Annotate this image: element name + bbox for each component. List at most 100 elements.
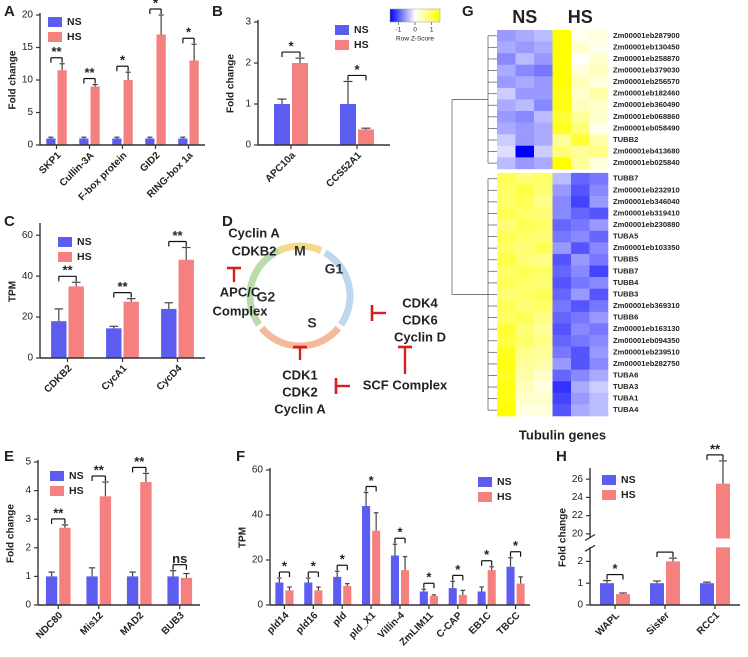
heatmap-cell	[515, 253, 535, 266]
x-tick-label: Mis12	[78, 610, 106, 638]
heatmap-cell	[515, 381, 535, 394]
bar	[419, 591, 428, 605]
heatmap-cell	[571, 277, 590, 289]
heatmap-cell	[571, 219, 590, 232]
heatmap-cell	[589, 87, 609, 100]
x-tick-label: BUB3	[160, 610, 187, 637]
y-tick-label: 1	[245, 99, 251, 110]
heatmap-cell	[515, 196, 535, 208]
heatmap-cell	[589, 288, 609, 301]
legend-label: NS	[67, 16, 82, 28]
significance-label: *	[282, 558, 288, 573]
heatmap-cell	[552, 41, 572, 54]
heatmap-cell	[589, 346, 609, 359]
heatmap-cell	[515, 134, 535, 147]
y-axis-label: TPM	[238, 527, 249, 548]
row-label: TUBB4	[613, 278, 639, 287]
color-key-tick-label: -1	[395, 27, 401, 34]
legend-label: NS	[69, 470, 84, 482]
x-tick-label: CDKB2	[42, 363, 74, 395]
heatmap-cell	[515, 230, 535, 243]
heatmap-cell	[497, 207, 516, 220]
x-tick-label: SKP1	[37, 150, 64, 177]
error-bar	[88, 567, 96, 577]
heatmap-cell	[589, 311, 609, 324]
row-label: TUBB7	[613, 174, 638, 183]
legend-label: HS	[77, 251, 92, 263]
row-label: Zm00001eb346040	[613, 197, 680, 206]
y-axis-label: Fold change	[226, 54, 237, 113]
y-tick-label: 2	[577, 556, 583, 567]
heatmap-cell	[589, 76, 609, 89]
bar	[112, 138, 122, 145]
heatmap-cell	[515, 242, 535, 255]
y-tick-label: 0	[245, 140, 251, 151]
row-label: Zm00001eb239510	[613, 347, 680, 356]
heatmap-cell	[571, 265, 590, 278]
heatmap-cell	[534, 381, 553, 394]
heatmap-cell	[552, 99, 572, 112]
bar	[304, 582, 313, 605]
heatmap-cell	[534, 122, 553, 135]
error-bar	[669, 557, 677, 562]
significance-label: **	[710, 441, 721, 456]
row-label: Zm00001eb230880	[613, 220, 680, 229]
panel-letter: A	[4, 3, 15, 20]
significance-label: *	[397, 525, 403, 540]
error-bar	[129, 571, 136, 577]
heatmap-cell	[571, 323, 590, 336]
heatmap-cell	[534, 404, 553, 417]
bar	[68, 286, 84, 358]
x-tick-label: TBCC	[495, 610, 522, 637]
bar	[59, 527, 71, 605]
heatmap-cell	[534, 196, 553, 208]
heatmap-cell	[497, 230, 516, 243]
bar	[126, 576, 139, 605]
heatmap-cell	[497, 145, 516, 158]
error-bar	[363, 491, 369, 506]
heatmap-cell	[552, 300, 572, 313]
bar	[57, 70, 67, 145]
bar	[458, 594, 467, 605]
error-bar	[479, 586, 484, 592]
bar	[46, 138, 56, 145]
y-tick-label: 40	[22, 271, 34, 282]
heatmap-cell	[497, 76, 516, 89]
heatmap-cell	[534, 288, 553, 301]
heatmap-cell	[552, 369, 572, 382]
x-tick-label: pld_X1	[347, 610, 378, 641]
column-group-label: HS	[568, 7, 593, 27]
error-bar	[48, 136, 54, 139]
panel-letter: F	[236, 448, 245, 465]
error-bar	[361, 127, 371, 130]
row-label: Zm00001eb360490	[613, 100, 680, 109]
error-bar	[102, 481, 109, 497]
heatmap-cell	[571, 196, 590, 208]
heatmap-cell	[571, 288, 590, 301]
heatmap-cell	[515, 122, 535, 135]
heatmap-cell	[515, 157, 535, 170]
x-tick-label: GID2	[138, 150, 163, 175]
bar	[123, 301, 139, 358]
bar	[390, 555, 399, 605]
heatmap-cell	[571, 404, 590, 417]
heatmap-cell	[497, 392, 516, 405]
heatmap-cell	[497, 277, 516, 289]
significance-label: *	[513, 538, 519, 553]
error-bar	[59, 63, 65, 71]
axis-break-mark	[584, 544, 596, 552]
heatmap-cell	[497, 122, 516, 135]
error-bar	[114, 136, 120, 139]
heatmap-cell	[534, 300, 553, 313]
heatmap-cell	[534, 64, 553, 77]
heatmap-cell	[515, 184, 535, 197]
heatmap-cell	[589, 99, 609, 112]
heatmap-cell	[552, 64, 572, 77]
y-tick-label: 0	[27, 140, 33, 151]
legend-label: NS	[354, 24, 369, 36]
error-bar	[287, 586, 292, 591]
row-label: Zm00001eb103350	[613, 243, 680, 252]
heatmap-cell	[589, 219, 609, 232]
bar	[429, 596, 438, 605]
heatmap-cell	[552, 157, 572, 170]
